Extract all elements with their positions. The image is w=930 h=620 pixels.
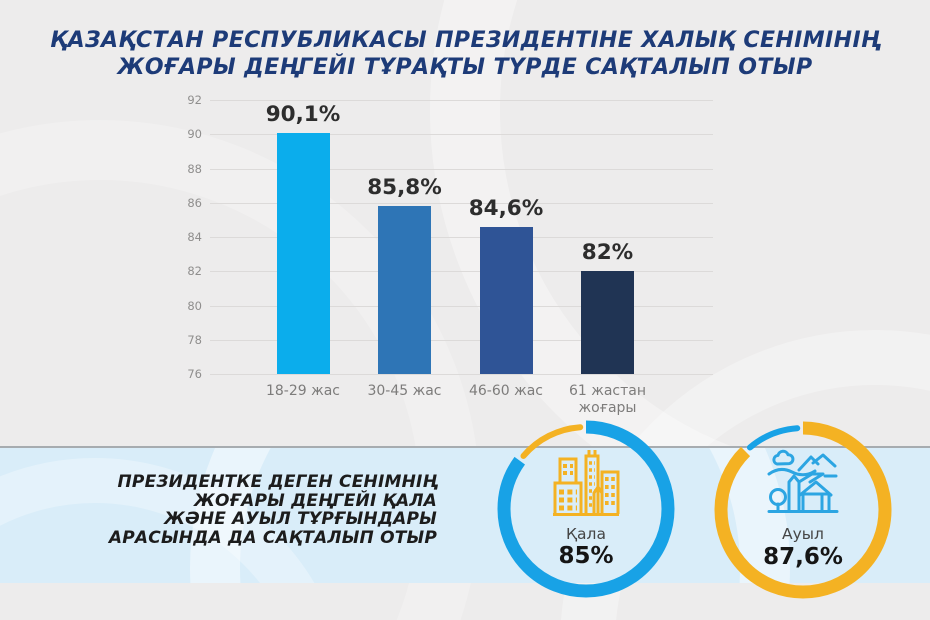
city-donut-ring <box>497 420 675 598</box>
gridline <box>210 237 713 238</box>
bottom-panel-caption: ПРЕЗИДЕНТКЕ ДЕГЕН СЕНІМНІҢ ЖОҒАРЫ ДЕҢГЕЙ… <box>40 473 437 547</box>
y-axis-tick-label: 84 <box>187 230 202 244</box>
x-axis-category-label: 46-60 жас <box>468 383 544 399</box>
page-title-line1: ҚАЗАҚСТАН РЕСПУБЛИКАСЫ ПРЕЗИДЕНТІНЕ ХАЛЫ… <box>50 28 880 53</box>
gridline <box>210 168 713 170</box>
bar-value-label: 82% <box>581 240 634 266</box>
city-icon <box>553 450 620 516</box>
caption-line: ПРЕЗИДЕНТКЕ ДЕГЕН СЕНІМНІҢ <box>117 472 437 492</box>
x-axis-category-label: 18-29 жас <box>265 383 341 399</box>
y-axis-tick-label: 82 <box>187 264 202 279</box>
gridline <box>210 339 713 341</box>
village-donut-value: 87,6% <box>763 544 843 570</box>
x-axis-category-label: 30-45 жас <box>367 383 442 399</box>
x-axis-category-label: 61 жастан жоғары <box>568 383 647 416</box>
village-icon <box>767 449 839 513</box>
y-axis-tick-label: 80 <box>187 298 202 313</box>
gridline <box>210 374 713 375</box>
bar-value-label: 84,6% <box>468 195 544 221</box>
page-title-line2: ЖОҒАРЫ ДЕҢГЕЙІ ТҰРАҚТЫ ТҮРДЕ САҚТАЛЫП ОТ… <box>117 55 813 80</box>
y-axis-tick-label: 90 <box>187 127 202 142</box>
caption-line: ЖӘНЕ АУЫЛ ТҰРҒЫНДАРЫ <box>164 509 437 530</box>
bar-46-60 жас <box>479 226 533 374</box>
y-axis-tick-label: 92 <box>187 93 202 107</box>
y-axis-tick-label: 86 <box>187 195 202 210</box>
gridline <box>210 202 713 204</box>
y-axis-tick-label: 76 <box>187 367 202 381</box>
gridline <box>210 134 713 136</box>
y-axis-tick-label: 88 <box>187 161 202 176</box>
caption-line: ЖОҒАРЫ ДЕҢГЕЙІ ҚАЛА <box>193 490 437 511</box>
village-donut-label: Ауыл <box>782 525 824 543</box>
y-axis-tick-label: 78 <box>187 332 202 347</box>
gridline <box>210 100 713 101</box>
caption-line: АРАСЫНДА ДА САҚТАЛЫП ОТЫР <box>108 527 437 548</box>
gridline <box>210 305 713 307</box>
bar-value-label: 90,1% <box>265 101 341 127</box>
page-title: ҚАЗАҚСТАН РЕСПУБЛИКАСЫ ПРЕЗИДЕНТІНЕ ХАЛЫ… <box>0 27 930 81</box>
bar-30-45 жас <box>378 206 431 374</box>
village-donut-ring <box>714 421 892 599</box>
bar-61 жастан жоғары <box>581 271 634 374</box>
city-donut-label: Қала <box>566 525 606 543</box>
bar-18-29 жас <box>276 132 330 374</box>
band-divider-line <box>0 446 930 448</box>
city-donut-value: 85% <box>558 543 614 569</box>
gridline <box>210 271 713 273</box>
bar-value-label: 85,8% <box>367 175 442 201</box>
